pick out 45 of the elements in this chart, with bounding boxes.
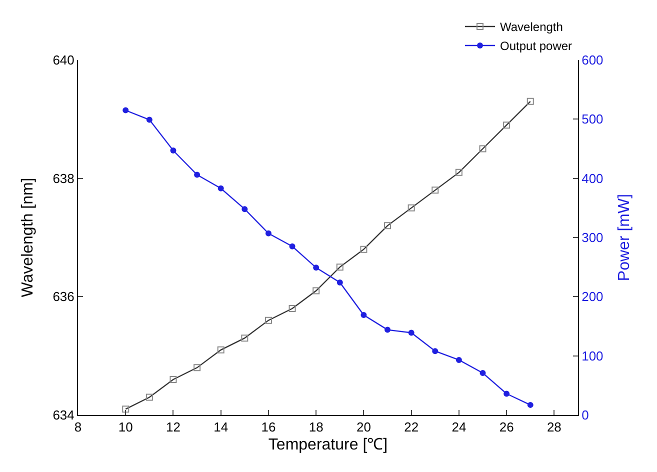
y-tick-label: 640 (52, 52, 74, 68)
y2-axis-title: Power [mW] (616, 194, 634, 282)
x-tick-label: 24 (452, 420, 466, 435)
x-tick-label: 18 (308, 420, 324, 435)
x-axis-title: Temperature [℃] (268, 436, 388, 454)
point (194, 172, 200, 178)
point (265, 230, 272, 236)
x-tick-label: 10 (118, 420, 133, 435)
point (432, 348, 438, 354)
point (170, 148, 176, 154)
y-tick-label: 634 (52, 408, 74, 423)
x-tick-label: 8 (74, 420, 82, 435)
point (218, 185, 224, 192)
point (242, 206, 248, 212)
y2-tick-label: 500 (582, 112, 604, 127)
y-tick-label: 638 (52, 170, 74, 186)
point (480, 370, 486, 376)
x-tick-label: 22 (404, 420, 419, 435)
point (456, 356, 462, 363)
point (146, 116, 152, 123)
point (504, 390, 510, 397)
y2-tick-label: 100 (582, 348, 604, 364)
legend-label: Wavelength (500, 20, 563, 34)
point (384, 326, 391, 333)
x-tick-label: 12 (166, 420, 180, 435)
y2-tick-label: 200 (582, 289, 604, 304)
point (122, 107, 129, 114)
y2-tick-label: 600 (582, 52, 604, 68)
x-tick-label: 26 (499, 420, 514, 435)
x-tick-label: 14 (214, 420, 228, 435)
y-tick-label: 636 (52, 289, 74, 304)
y2-tick-label: 400 (582, 170, 604, 186)
x-tick-label: 16 (261, 420, 276, 435)
y2-tick-label: 300 (582, 230, 604, 246)
point (313, 264, 320, 271)
x-tick-label: 28 (546, 420, 562, 435)
point (527, 402, 534, 408)
point (360, 312, 367, 318)
legend-label: Output power (500, 39, 572, 54)
point (289, 243, 296, 250)
point (408, 330, 414, 336)
y-axis-title: Wavelength [nm] (20, 178, 37, 298)
x-tick-label: 20 (356, 420, 371, 435)
point (336, 279, 343, 286)
y2-tick-label: 0 (582, 408, 589, 423)
